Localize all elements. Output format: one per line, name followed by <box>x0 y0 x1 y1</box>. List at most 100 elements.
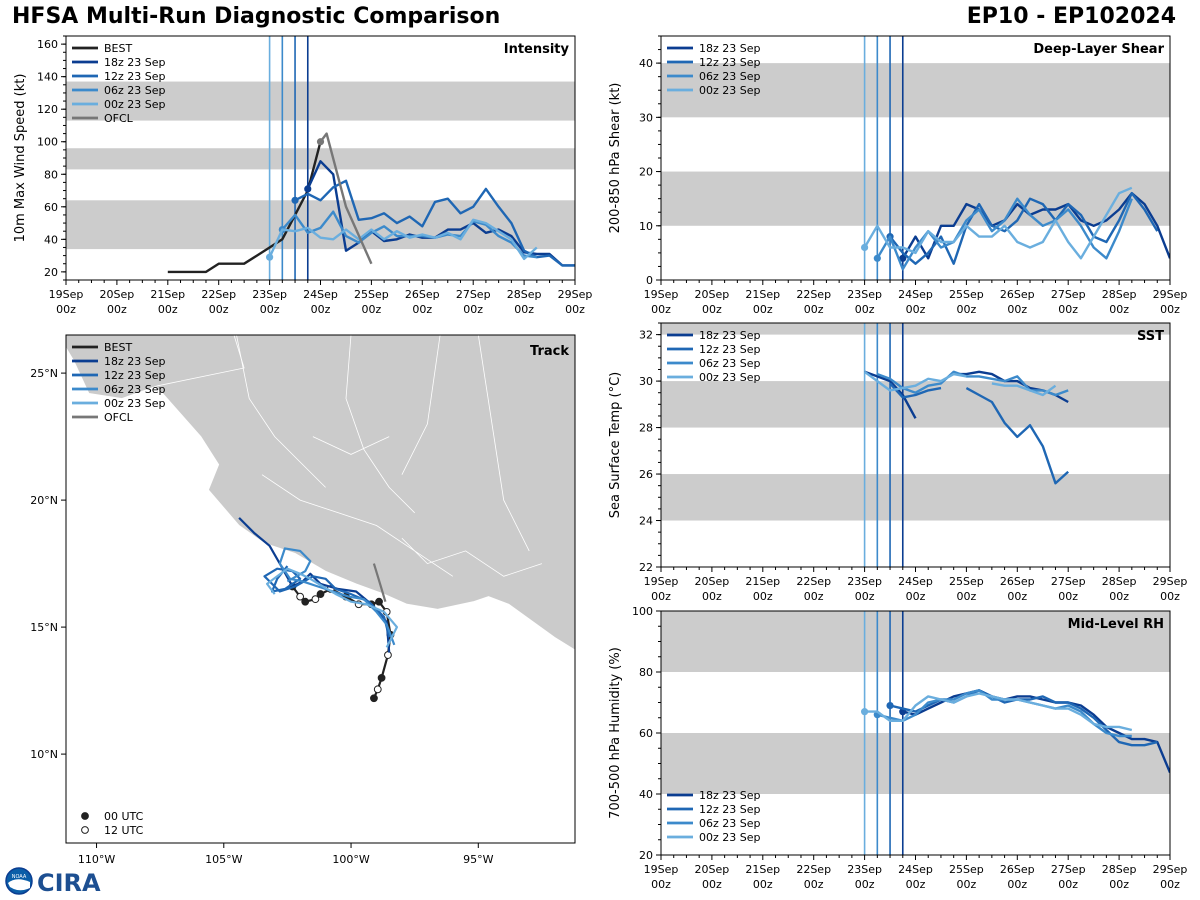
intensity-xtick-hour: 00z <box>158 303 178 316</box>
track-dot-00utc <box>316 590 325 598</box>
sst-ytick-label: 24 <box>639 515 653 528</box>
rh-xtick-day: 19Sep <box>644 863 679 876</box>
intensity-xtick-day: 29Sep <box>558 288 593 301</box>
shear-ytick-label: 10 <box>639 220 653 233</box>
track-series-r12 <box>263 565 391 638</box>
intensity-legend-label: 00z 23 Sep <box>104 98 166 111</box>
intensity-band-1 <box>66 148 575 170</box>
shear-marker-r00 <box>861 243 869 252</box>
shear-xtick-day: 28Sep <box>1102 288 1137 301</box>
track-series-r00 <box>266 567 398 648</box>
sst-xtick-hour: 00z <box>855 590 875 603</box>
track-legend-label: 18z 23 Sep <box>104 355 166 368</box>
rh-xtick-hour: 00z <box>1109 878 1129 891</box>
track-title: Track <box>530 344 569 359</box>
rh-xtick-day: 22Sep <box>796 863 831 876</box>
track-border-6 <box>477 335 530 552</box>
rh-ytick-label: 20 <box>639 849 653 862</box>
panel-track: 110°W 105°W 100°W 95°W 10°N 15°N 20°N 25°N Track… <box>30 334 576 866</box>
intensity-xtick-day: 22Sep <box>201 288 236 301</box>
sst-xtick-hour: 00z <box>957 590 977 603</box>
track-legend2-label: 12 UTC <box>104 824 144 837</box>
panel-rh: 19Sep 00z 20Sep 00z 21Sep 00z 22Sep 00z 23Sep 00z… <box>608 605 1187 891</box>
track-legend-label: OFCL <box>104 411 134 424</box>
sst-series-r12-1 <box>965 387 1070 485</box>
rh-xtick-day: 21Sep <box>745 863 780 876</box>
shear-xtick-day: 24Sep <box>898 288 933 301</box>
intensity-xtick-hour: 00z <box>107 303 127 316</box>
sst-legend-label: 06z 23 Sep <box>699 357 761 370</box>
rh-ytick-label: 80 <box>639 666 653 679</box>
intensity-xtick-hour: 00z <box>463 303 483 316</box>
track-border-0 <box>236 335 326 488</box>
sst-xtick-hour: 00z <box>1109 590 1129 603</box>
storm-id-title: EP10 - EP102024 <box>966 4 1176 29</box>
rh-series-r06-0 <box>877 689 1132 738</box>
intensity-xtick-day: 28Sep <box>507 288 542 301</box>
track-ytick-label: 20°N <box>30 494 58 507</box>
track-xtick-label: 95°W <box>463 853 493 866</box>
track-series-ofcl <box>372 563 387 603</box>
rh-legend-label: 00z 23 Sep <box>699 831 761 844</box>
track-border-1 <box>345 335 415 514</box>
sst-ytick-label: 26 <box>639 468 653 481</box>
sst-xtick-day: 26Sep <box>1000 575 1035 588</box>
rh-ytick-label: 100 <box>632 605 653 618</box>
noaa-wave-icon <box>8 879 30 891</box>
track-dot-12utc <box>384 651 392 659</box>
sst-title: SST <box>1137 329 1164 344</box>
intensity-xtick-hour: 00z <box>362 303 382 316</box>
track-land-0 <box>111 335 575 651</box>
rh-xtick-hour: 00z <box>651 878 671 891</box>
sst-ytick-label: 22 <box>639 561 653 574</box>
track-xtick-label: 100°W <box>332 853 369 866</box>
sst-band-1 <box>661 381 1170 428</box>
panel-intensity: 19Sep 00z 20Sep 00z 21Sep 00z 22Sep 00z 23Sep 00z… <box>13 35 593 316</box>
shear-legend-label: 06z 23 Sep <box>699 70 761 83</box>
rh-series-r00-0 <box>864 692 1133 732</box>
track-xtick-label: 105°W <box>205 853 242 866</box>
rh-xtick-hour: 00z <box>1007 878 1027 891</box>
shear-series-r00-0 <box>863 186 1133 260</box>
rh-band-0 <box>661 733 1170 794</box>
shear-series-r06-0 <box>876 197 1133 271</box>
sst-xtick-hour: 00z <box>702 590 722 603</box>
logo-badge-text: NOAA <box>12 874 27 880</box>
intensity-marker-ofcl <box>316 138 325 146</box>
sst-xtick-day: 22Sep <box>796 575 831 588</box>
page-title: HFSA Multi-Run Diagnostic Comparison <box>12 4 501 29</box>
intensity-series-r06-0 <box>281 210 537 259</box>
intensity-series-r12-0 <box>294 179 575 267</box>
rh-xtick-hour: 00z <box>753 878 773 891</box>
track-dot-00utc <box>377 674 386 682</box>
track-land-1 <box>66 335 245 399</box>
rh-xtick-hour: 00z <box>702 878 722 891</box>
shear-xtick-hour: 00z <box>753 303 773 316</box>
sst-xtick-day: 19Sep <box>644 575 679 588</box>
intensity-xtick-hour: 00z <box>514 303 534 316</box>
sst-xtick-day: 21Sep <box>745 575 780 588</box>
panel-sst: 19Sep 00z 20Sep 00z 21Sep 00z 22Sep 00z 23Sep 00z… <box>608 322 1187 603</box>
track-ytick-label: 10°N <box>30 748 58 761</box>
rh-xtick-day: 24Sep <box>898 863 933 876</box>
track-legend2-marker <box>81 812 89 820</box>
shear-marker-r06 <box>873 254 881 262</box>
rh-xtick-day: 26Sep <box>1000 863 1035 876</box>
sst-band-2 <box>661 323 1170 335</box>
track-dot-12utc <box>373 685 382 694</box>
intensity-legend-label: 18z 23 Sep <box>104 56 166 69</box>
shear-xtick-day: 21Sep <box>745 288 780 301</box>
shear-xtick-hour: 00z <box>957 303 977 316</box>
intensity-xtick-hour: 00z <box>311 303 331 316</box>
intensity-band-2 <box>66 81 575 121</box>
track-dot-12utc <box>296 592 305 601</box>
rh-xtick-hour: 00z <box>1160 878 1180 891</box>
shear-xtick-hour: 00z <box>702 303 722 316</box>
shear-xtick-hour: 00z <box>1007 303 1027 316</box>
rh-xtick-day: 29Sep <box>1153 863 1188 876</box>
sst-legend-label: 00z 23 Sep <box>699 371 761 384</box>
intensity-marker-r18 <box>304 185 312 193</box>
shear-xtick-day: 29Sep <box>1153 288 1188 301</box>
shear-xtick-day: 26Sep <box>1000 288 1035 301</box>
shear-xtick-day: 27Sep <box>1051 288 1086 301</box>
